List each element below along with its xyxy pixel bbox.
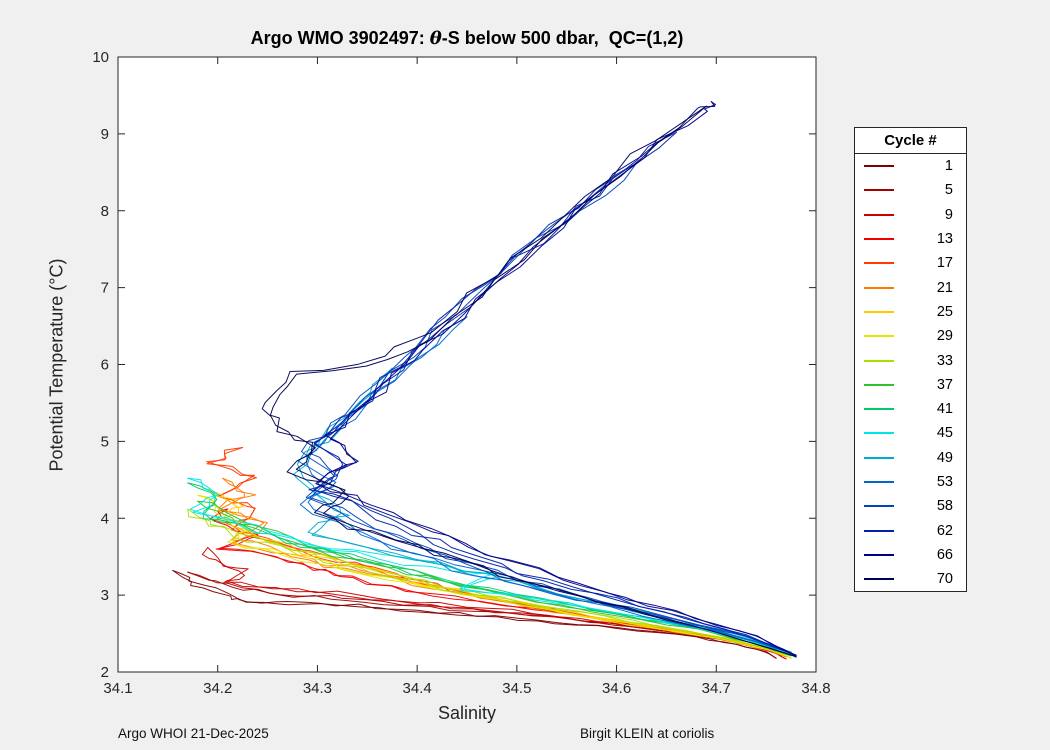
chart-title-suffix: -S below 500 dbar, QC=(1,2) <box>441 28 684 48</box>
chart-title-prefix: Argo WMO 3902497: <box>250 28 430 48</box>
x-tick-label: 34.6 <box>602 680 631 697</box>
legend-item-label: 58 <box>936 498 953 515</box>
y-tick-label: 10 <box>92 49 109 66</box>
legend-item-label: 5 <box>944 182 953 199</box>
series-lines <box>172 101 797 660</box>
x-tick-label: 34.2 <box>203 680 232 697</box>
legend-line-sample <box>864 432 894 435</box>
legend-line-sample <box>864 286 894 289</box>
legend-item-29: 29 <box>855 324 966 348</box>
legend-item-53: 53 <box>855 470 966 494</box>
legend-item-label: 53 <box>936 474 953 490</box>
legend-line-sample <box>864 310 894 313</box>
x-tick-label: 34.3 <box>303 680 332 697</box>
x-tick-label: 34.8 <box>801 680 830 697</box>
series-1-line <box>172 570 777 659</box>
legend-item-label: 29 <box>936 328 953 345</box>
legend-line-sample <box>864 456 894 459</box>
legend-item-label: 45 <box>936 425 953 442</box>
series-70-line <box>261 105 797 658</box>
legend-item-label: 33 <box>936 352 953 369</box>
legend-line-sample <box>864 578 894 581</box>
x-tick-label: 34.4 <box>403 680 432 697</box>
legend-item-41: 41 <box>855 397 966 421</box>
y-tick-label: 8 <box>101 203 109 220</box>
legend-item-70: 70 <box>855 567 966 591</box>
legend-item-label: 70 <box>936 571 953 588</box>
legend-item-58: 58 <box>855 494 966 518</box>
tick-labels: 34.1 34.2 34.3 34.4 34.5 34.6 34.7 34.8 2 3 4 5 6 7 8 9… <box>92 49 830 697</box>
chart-title-theta: θ <box>429 28 442 49</box>
legend-line-sample <box>864 213 894 216</box>
legend-line-sample <box>864 165 894 168</box>
series-49-line <box>292 367 792 653</box>
legend-item-13: 13 <box>855 227 966 251</box>
legend-line-sample <box>864 505 894 508</box>
y-tick-label: 9 <box>101 126 109 143</box>
series-33-line <box>187 508 792 656</box>
legend-item-label: 41 <box>936 401 953 418</box>
y-tick-label: 3 <box>101 587 109 604</box>
legend-item-label: 17 <box>936 255 953 272</box>
series-45-line <box>187 477 792 654</box>
legend-item-25: 25 <box>855 300 966 324</box>
legend-item-66: 66 <box>855 543 966 567</box>
legend-item-17: 17 <box>855 251 966 275</box>
legend-line-sample <box>864 408 894 411</box>
y-axis-label: Potential Temperature (°C) <box>46 258 67 472</box>
legend-item-label: 25 <box>936 303 953 320</box>
legend-title: Cycle # <box>855 128 966 154</box>
x-axis-label: Salinity <box>437 703 497 723</box>
legend-line-sample <box>864 553 894 556</box>
credit-right: Birgit KLEIN at coriolis <box>580 726 715 741</box>
y-tick-label: 2 <box>101 664 109 681</box>
credit-left: Argo WHOI 21-Dec-2025 <box>118 726 269 741</box>
chart-title: Argo WMO 3902497: θ-S below 500 dbar, QC… <box>118 28 816 49</box>
legend-items: 1 5 9 13 17 21 25 29 33 37 41 45 49 53 58 62 66 70 <box>855 154 966 591</box>
legend-line-sample <box>864 529 894 532</box>
legend-item-33: 33 <box>855 348 966 372</box>
legend-item-label: 66 <box>936 546 953 563</box>
legend-line-sample <box>864 335 894 338</box>
legend-item-49: 49 <box>855 446 966 470</box>
legend-item-9: 9 <box>855 203 966 227</box>
legend-item-label: 9 <box>944 206 953 223</box>
legend-item-45: 45 <box>855 421 966 445</box>
legend-item-label: 62 <box>936 522 953 539</box>
legend-line-sample <box>864 262 894 265</box>
legend-item-1: 1 <box>855 154 966 178</box>
legend-item-37: 37 <box>855 373 966 397</box>
legend-line-sample <box>864 189 894 192</box>
series-66-line <box>315 101 797 657</box>
legend-line-sample <box>864 238 894 241</box>
legend-box: Cycle # 1 5 9 13 17 21 25 29 33 37 41 45 49 53 58 62 66 7… <box>854 127 967 593</box>
x-tick-label: 34.7 <box>702 680 731 697</box>
legend-line-sample <box>864 359 894 362</box>
y-tick-label: 7 <box>101 280 109 297</box>
x-tick-label: 34.5 <box>502 680 531 697</box>
legend-item-label: 13 <box>936 231 953 248</box>
series-70-line <box>269 105 797 658</box>
legend-item-21: 21 <box>855 275 966 299</box>
plot-background <box>118 57 816 672</box>
y-tick-label: 6 <box>101 357 109 374</box>
legend-item-label: 21 <box>936 279 953 296</box>
legend-item-62: 62 <box>855 518 966 542</box>
y-tick-label: 4 <box>101 510 109 527</box>
axis-ticks <box>117 56 817 673</box>
legend-line-sample <box>864 481 894 483</box>
legend-line-sample <box>864 383 894 386</box>
y-tick-label: 5 <box>101 433 109 450</box>
x-tick-label: 34.1 <box>103 680 132 697</box>
legend-item-label: 37 <box>936 376 953 393</box>
legend-item-5: 5 <box>855 178 966 202</box>
legend-item-label: 49 <box>936 449 953 466</box>
legend-item-label: 1 <box>944 158 953 175</box>
